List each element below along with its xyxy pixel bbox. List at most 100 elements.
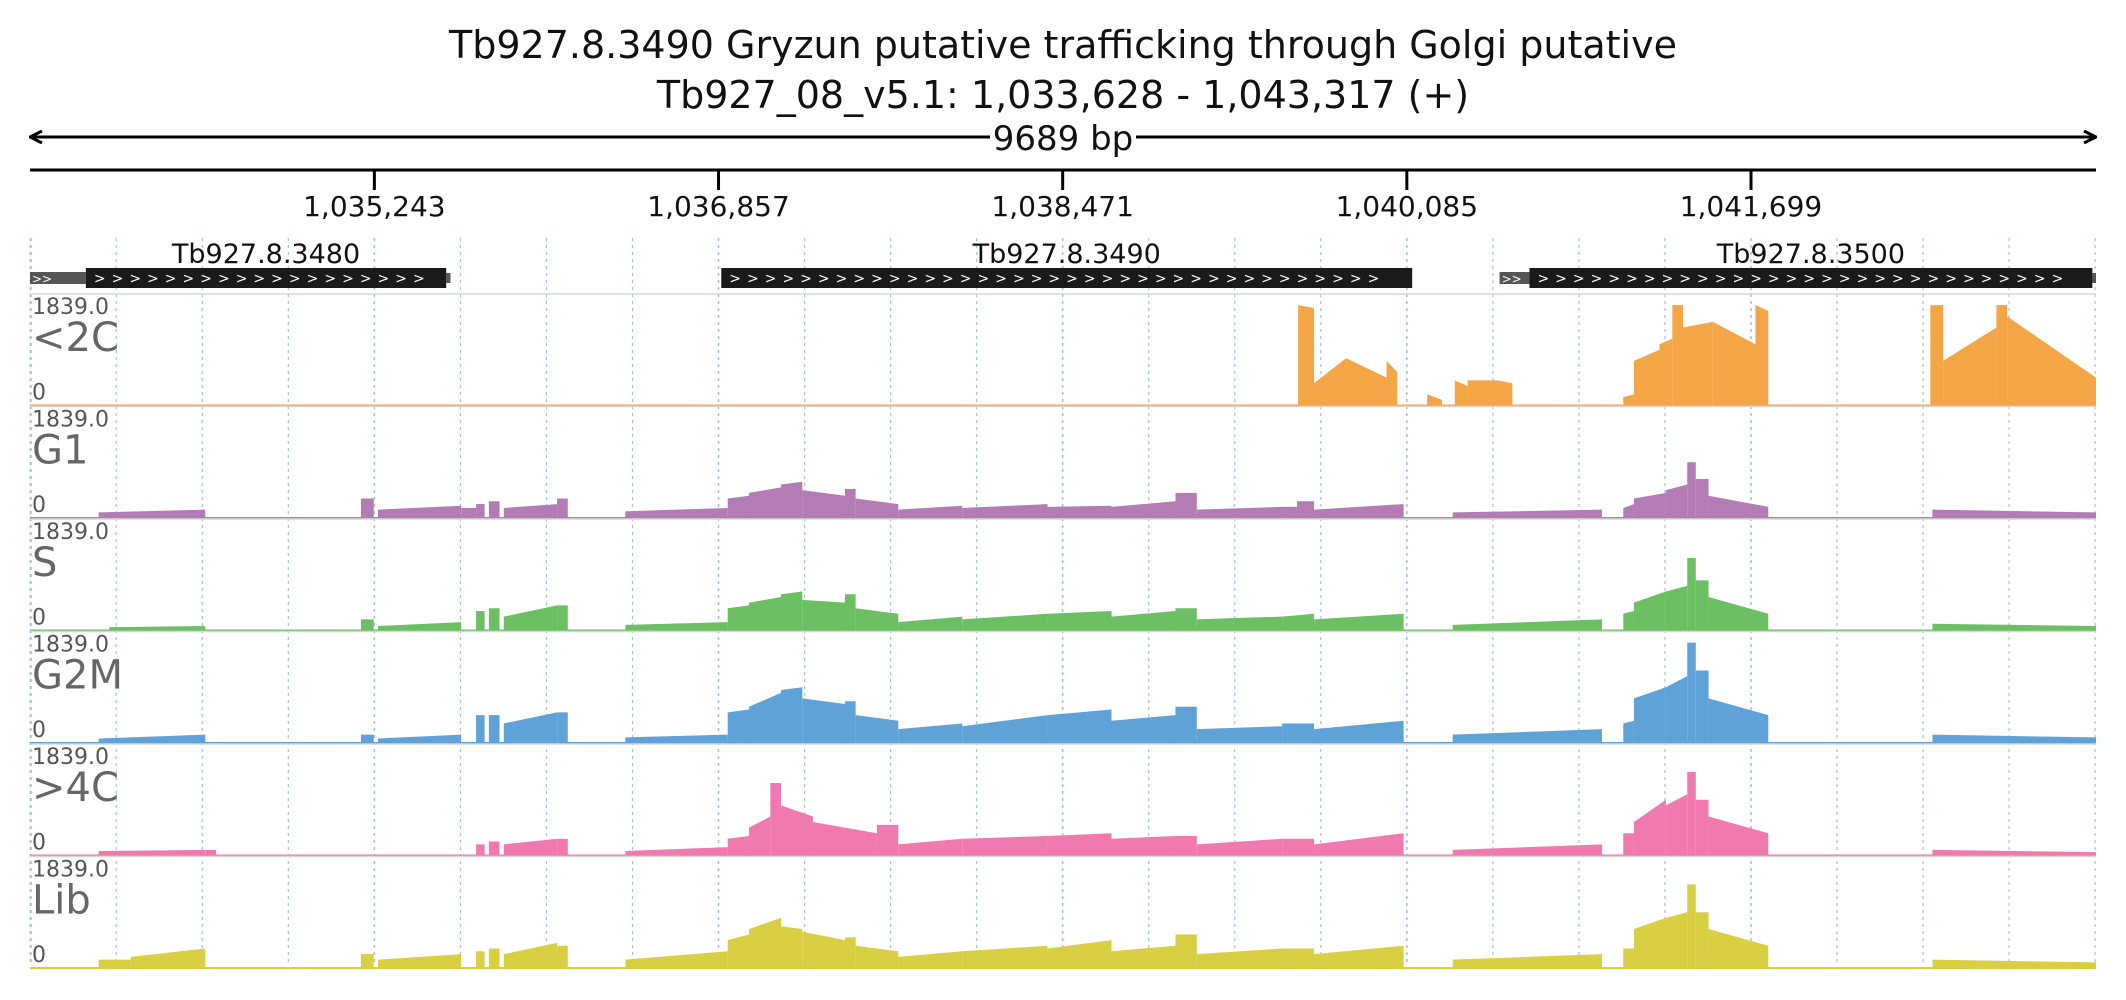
- coverage-segment: [1452, 954, 1602, 968]
- coverage-segment: [488, 841, 500, 856]
- coverage-segment: [802, 490, 845, 518]
- coverage-segment: [1932, 849, 2096, 856]
- coverage-segment: [1695, 912, 1709, 968]
- coverage-segment: [1708, 495, 1769, 518]
- coverage-segment: [781, 591, 803, 631]
- coverage-segment: [205, 849, 216, 856]
- coverage-segment: [749, 816, 771, 856]
- coverage-segment: [1665, 794, 1688, 856]
- coverage-segment: [749, 917, 782, 968]
- track-ymin-label: 0: [32, 381, 46, 406]
- coverage-track[interactable]: 1839.0G1 0: [30, 405, 2096, 519]
- ruler-tick-label: 1,041,699: [1680, 190, 1823, 223]
- coverage-segment: [1623, 948, 1634, 968]
- coverage-segment: [1346, 358, 1387, 406]
- ruler-tick-label: 1,038,471: [991, 190, 1134, 223]
- coverage-segment: [98, 734, 206, 743]
- coverage-segment: [488, 501, 500, 518]
- gene-feature[interactable]: >> >>>>>>>>>>>>>>>>>>>Tb927.8.3480: [30, 239, 451, 288]
- gene-feature[interactable]: >> >>>>>>>>>>>>>>>>>>>>>>>>>>>>>>Tb927.8.…: [1499, 239, 2096, 288]
- coverage-segment: [1695, 670, 1709, 743]
- coverage-segment: [1047, 940, 1112, 968]
- coverage-segment: [1623, 394, 1634, 406]
- coverage-segment: [962, 504, 1048, 518]
- track-name: G2M: [32, 653, 123, 699]
- coverage-segment: [1175, 835, 1197, 856]
- coverage-segment: [557, 945, 568, 968]
- coverage-segment: [781, 805, 813, 856]
- coverage-segment: [1175, 608, 1197, 631]
- coverage-segment: [1452, 619, 1602, 631]
- coverage-segment: [1665, 676, 1688, 743]
- coverage-track[interactable]: 1839.0S 0: [30, 518, 2096, 632]
- coverage-segment: [844, 937, 856, 968]
- coverage-segment: [98, 959, 131, 968]
- coverage-track[interactable]: 1839.0<2C 0: [30, 293, 2096, 407]
- coverage-segment: [1386, 360, 1398, 406]
- coverage-segment: [625, 507, 728, 518]
- gene-label: Tb927.8.3490: [972, 239, 1161, 270]
- track-ymin-label: 0: [32, 718, 46, 743]
- coverage-segment: [503, 942, 558, 968]
- coverage-segment: [1682, 321, 1713, 406]
- ruler-tick-label: 1,036,857: [647, 190, 790, 223]
- coverage-segment: [1712, 321, 1756, 406]
- coverage-segment: [625, 847, 728, 856]
- coverage-segment: [476, 504, 485, 518]
- coverage-segment: [476, 844, 485, 856]
- gene-label: Tb927.8.3480: [171, 239, 360, 270]
- coverage-segment: [1687, 642, 1696, 743]
- coverage-segment: [898, 505, 963, 518]
- ruler-tick-label: 1,035,243: [303, 190, 446, 223]
- coverage-segment: [898, 838, 963, 856]
- coverage-segment: [1633, 492, 1666, 518]
- coverage-segment: [503, 838, 558, 856]
- coverage-segment: [1633, 917, 1666, 968]
- coverage-segment: [1314, 945, 1404, 968]
- coverage-segment: [802, 931, 845, 968]
- track-ymax-label: 1839.0: [32, 858, 109, 883]
- coverage-segment: [1196, 838, 1283, 856]
- strand-arrows: >>>>>>>>>>>>>>>>>>>>>>>>>>>>>>: [1537, 271, 2069, 287]
- coverage-segment: [1996, 305, 2008, 406]
- coverage-segment: [1497, 380, 1513, 406]
- track-ymax-label: 1839.0: [32, 520, 109, 545]
- coverage-segment: [557, 838, 568, 856]
- coverage-segment: [503, 712, 558, 743]
- coverage-track[interactable]: 1839.0>4C 0: [30, 743, 2096, 857]
- coverage-segment: [1932, 959, 2096, 968]
- track-name: >4C: [32, 765, 119, 811]
- track-ymin-label: 0: [32, 831, 46, 856]
- coverage-segment: [1687, 558, 1696, 631]
- coverage-segment: [962, 613, 1048, 631]
- span-length-label: 9689 bp: [993, 119, 1134, 159]
- span-indicator: 9689 bp: [30, 119, 2096, 159]
- coverage-segment: [1755, 305, 1769, 406]
- coverage-segment: [749, 692, 782, 743]
- track-ymax-label: 1839.0: [32, 633, 109, 658]
- coverage-segment: [488, 608, 500, 631]
- coverage-segment: [727, 709, 750, 743]
- coverage-segment: [727, 934, 750, 968]
- track-ymax-label: 1839.0: [32, 295, 109, 320]
- coverage-segment: [781, 926, 803, 968]
- coverage-segment: [377, 622, 462, 631]
- track-name: S: [32, 540, 57, 586]
- coverage-segment: [1047, 610, 1112, 631]
- coverage-segment: [1314, 504, 1404, 518]
- coverage-segment: [1633, 687, 1666, 743]
- coverage-segment: [1175, 706, 1197, 743]
- coverage-segment: [1282, 948, 1315, 968]
- gene-track: >> >>>>>>>>>>>>>>>>>>>Tb927.8.3480 >>>>>>>…: [30, 239, 2096, 288]
- coverage-segment: [476, 715, 485, 743]
- gene-body: [85, 268, 447, 288]
- coverage-segment: [1452, 509, 1602, 518]
- gene-body: [1529, 268, 2093, 288]
- coverage-segment: [749, 487, 782, 518]
- gene-feature[interactable]: >>>>>>>>>>>>>>>>>>>>>>>>>>>>>>>>>>>>>Tb9…: [721, 239, 1413, 288]
- coverage-segment: [360, 954, 374, 968]
- coverage-segment: [360, 734, 374, 743]
- coverage-segment: [130, 948, 206, 968]
